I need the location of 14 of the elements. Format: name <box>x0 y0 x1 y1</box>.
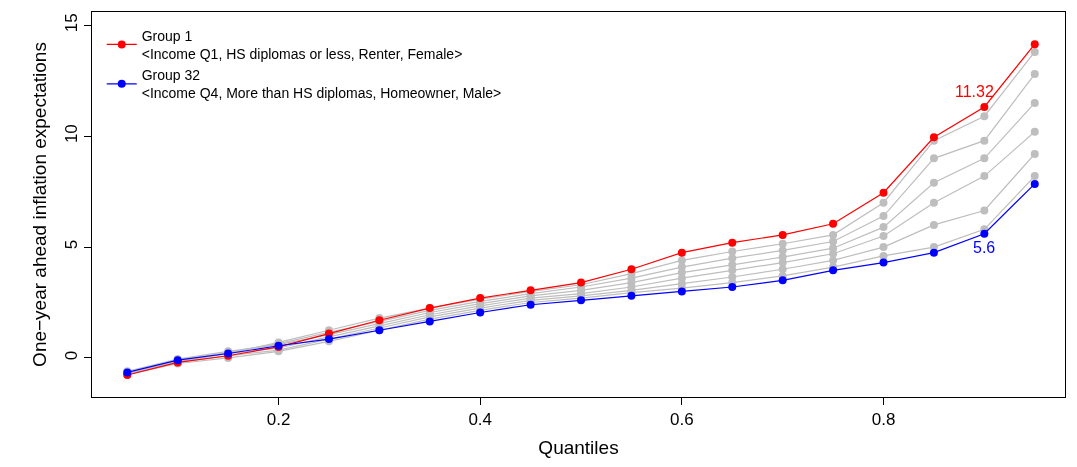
legend-label: Group 32 <Income Q4, More than HS diplomas, Homeowner, Male> <box>141 67 502 102</box>
legend-label: Group 1 <Income Q1, HS diplomas or less, Renter, Female> <box>141 27 463 62</box>
annotation: 5.6 <box>973 239 996 256</box>
y-tick-label: 10 <box>62 124 82 144</box>
x-axis-title: Quantiles <box>538 437 619 459</box>
annotation: 11.32 <box>955 83 994 100</box>
y-tick-label: 5 <box>62 239 82 250</box>
y-axis-title: One−year ahead inflation expectations <box>29 42 51 367</box>
x-tick-label: 0.6 <box>670 410 694 430</box>
y-tick-label: 0 <box>62 350 82 361</box>
x-tick-label: 0.2 <box>266 410 291 430</box>
y-tick-label: 15 <box>62 13 82 33</box>
x-tick-label: 0.8 <box>871 410 896 430</box>
x-tick-label: 0.4 <box>468 410 493 430</box>
